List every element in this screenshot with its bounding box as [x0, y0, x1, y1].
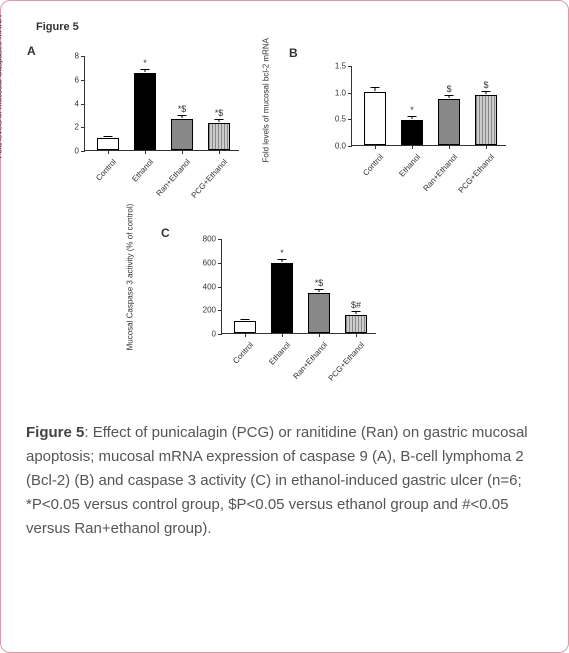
panel-b-label: B — [289, 46, 298, 60]
xtick-label: Control — [361, 152, 385, 177]
ytick-label: 1.0 — [335, 88, 346, 97]
xtick-label: Control — [94, 157, 118, 182]
bar — [345, 315, 367, 333]
significance-marker: *$ — [315, 278, 324, 288]
panel-c-chart: 0200400600800Control*Ethanol*$Ran+Ethano… — [221, 239, 376, 334]
ytick-label: 0 — [212, 330, 216, 339]
bar — [208, 123, 230, 150]
caption-text: : Effect of punicalagin (PCG) or ranitid… — [26, 424, 528, 537]
significance-marker: * — [410, 105, 414, 115]
xtick-label: Ran+Ethanol — [421, 152, 459, 193]
xtick-label: Ethanol — [397, 152, 422, 178]
figure-title: Figure 5 — [36, 21, 79, 33]
ytick-label: 600 — [203, 258, 216, 267]
panel-a-label: A — [27, 44, 36, 58]
significance-marker: *$ — [178, 104, 187, 114]
ytick-label: 800 — [203, 235, 216, 244]
bar — [438, 99, 460, 145]
bar — [364, 92, 386, 145]
panel-b-ylabel: Fold levels of mucosal bcl-2 mRNA — [262, 43, 271, 163]
panel-a-ylabel: Fold levels of mucosal Caspase9 mRNA — [0, 39, 4, 159]
xtick-label: Control — [231, 340, 255, 365]
ytick-label: 0 — [75, 147, 79, 156]
bar — [171, 119, 193, 150]
panel-b-chart: 0.00.51.01.5Control*Ethanol$Ran+Ethanol$… — [351, 66, 506, 146]
bar — [308, 293, 330, 333]
panel-a: A Fold levels of mucosal Caspase9 mRNA 0… — [29, 46, 284, 201]
significance-marker: $# — [351, 300, 361, 310]
bar — [234, 321, 256, 333]
bar — [134, 73, 156, 150]
ytick-label: 400 — [203, 282, 216, 291]
xtick-label: PCG+Ethanol — [327, 340, 367, 383]
significance-marker: * — [143, 58, 147, 68]
xtick-label: PCG+Ethanol — [190, 157, 230, 200]
bar — [401, 120, 423, 145]
panel-a-chart: 02468Control*Ethanol*$Ran+Ethanol*$PCG+E… — [84, 56, 239, 151]
bar — [97, 138, 119, 150]
caption-figlabel: Figure 5 — [26, 424, 84, 441]
ytick-label: 0.0 — [335, 142, 346, 151]
xtick-label: PCG+Ethanol — [457, 152, 497, 195]
significance-marker: $ — [446, 84, 451, 94]
xtick-label: Ran+Ethanol — [154, 157, 192, 198]
significance-marker: $ — [483, 80, 488, 90]
ytick-label: 4 — [75, 99, 79, 108]
ytick-label: 200 — [203, 306, 216, 315]
ytick-label: 8 — [75, 52, 79, 61]
bar — [271, 263, 293, 333]
bar — [475, 95, 497, 145]
xtick-label: Ethanol — [267, 340, 292, 366]
panel-c-label: C — [161, 226, 170, 240]
significance-marker: * — [280, 248, 284, 258]
xtick-label: Ethanol — [130, 157, 155, 183]
ytick-label: 0.5 — [335, 115, 346, 124]
ytick-label: 1.5 — [335, 62, 346, 71]
panel-c-ylabel: Mucosal Caspase 3 activity (% of control… — [127, 210, 136, 350]
ytick-label: 6 — [75, 75, 79, 84]
significance-marker: *$ — [215, 108, 224, 118]
panel-c: C Mucosal Caspase 3 activity (% of contr… — [151, 221, 411, 396]
ytick-label: 2 — [75, 123, 79, 132]
panel-b: B Fold levels of mucosal bcl-2 mRNA 0.00… — [296, 56, 551, 201]
xtick-label: Ran+Ethanol — [291, 340, 329, 381]
caption: Figure 5: Effect of punicalagin (PCG) or… — [26, 421, 546, 541]
